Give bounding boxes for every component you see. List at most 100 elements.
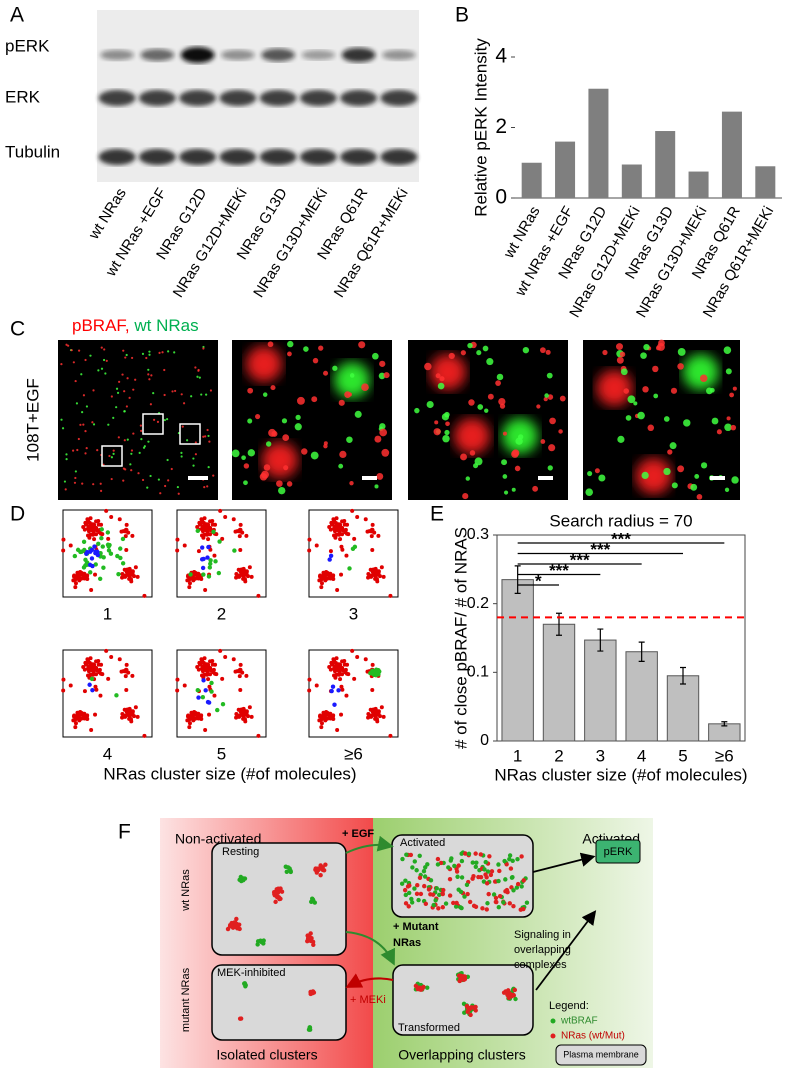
spot	[730, 424, 737, 431]
spot	[65, 343, 68, 346]
close-dot	[89, 547, 95, 553]
nras-dot	[85, 716, 90, 721]
spot	[372, 352, 379, 360]
spot	[594, 468, 600, 474]
cluster-blob	[635, 458, 672, 494]
panel-label: F	[118, 821, 131, 844]
braf-dot	[215, 707, 220, 713]
nras-dot	[84, 662, 89, 667]
nras-dot	[104, 508, 109, 513]
nras-dot	[463, 851, 468, 856]
spot	[138, 451, 141, 454]
nras-dot	[187, 725, 192, 730]
spot	[546, 372, 553, 379]
spot	[495, 380, 501, 387]
nras-dot	[478, 852, 484, 857]
nras-dot	[130, 709, 135, 714]
nras-dot	[91, 531, 96, 536]
braf-dot	[116, 571, 121, 577]
spot	[147, 440, 150, 443]
nras-dot	[133, 705, 138, 710]
nras-dot	[373, 716, 378, 721]
braf-dot	[446, 865, 451, 870]
spot	[134, 378, 137, 381]
braf-dot	[242, 981, 248, 986]
nras-dot	[511, 904, 516, 909]
nras-dot	[85, 576, 90, 581]
braf-dot	[209, 689, 214, 694]
nras-dot	[214, 532, 219, 537]
nras-dot	[376, 533, 381, 538]
nras-dot	[333, 535, 338, 540]
nras-dot	[211, 667, 216, 672]
nras-dot	[203, 587, 208, 592]
nras-dot	[218, 508, 223, 513]
braf-dot	[115, 553, 120, 559]
spot	[130, 469, 133, 472]
braf-dot	[84, 560, 90, 565]
spot	[82, 394, 86, 397]
inset-box	[142, 413, 164, 435]
nras-dot	[95, 527, 100, 532]
box-label: Resting	[222, 846, 259, 858]
spot	[167, 479, 170, 482]
nras-dot	[307, 677, 312, 682]
nras-dot	[130, 533, 135, 538]
spot	[503, 490, 509, 495]
nras-dot	[320, 865, 325, 870]
spot	[263, 464, 271, 471]
nras-dot	[370, 662, 375, 667]
nras-dot	[350, 508, 355, 513]
braf-dot	[211, 529, 216, 535]
nras-dot	[92, 522, 97, 527]
nras-dot	[376, 709, 381, 714]
legend-dot	[550, 1018, 556, 1024]
nras-dot	[435, 856, 441, 862]
braf-dot	[473, 864, 478, 869]
spot	[486, 358, 494, 366]
nras-dot	[317, 718, 322, 723]
spot	[323, 441, 328, 446]
close-dot	[329, 688, 334, 694]
spot	[460, 453, 467, 461]
spot	[617, 435, 625, 443]
box-label: Activated	[400, 837, 445, 849]
spot	[97, 369, 100, 372]
spot	[148, 378, 151, 381]
nras-dot	[199, 576, 204, 581]
braf-dot	[399, 881, 405, 886]
braf-dot	[79, 549, 84, 554]
nras-dot	[214, 672, 219, 677]
nras-dot	[493, 895, 499, 901]
spot	[200, 393, 203, 396]
output-label: pERK	[604, 846, 633, 858]
spot	[501, 459, 508, 466]
nras-dot	[319, 725, 324, 730]
nras-dot	[346, 532, 351, 537]
nras-dot	[256, 733, 261, 738]
nras-dot	[90, 528, 95, 533]
spot	[92, 483, 95, 486]
nras-dot	[206, 677, 211, 682]
nras-dot	[371, 567, 376, 572]
spot	[177, 492, 180, 495]
spot	[294, 423, 302, 431]
nras-dot	[124, 547, 129, 552]
spot	[543, 397, 548, 402]
spot	[206, 485, 209, 488]
spot	[448, 352, 455, 360]
nras-dot	[212, 553, 217, 558]
nras-dot	[512, 987, 518, 993]
spot	[465, 476, 470, 481]
braf-dot	[195, 688, 200, 693]
nras-dot	[249, 714, 254, 719]
spot	[163, 368, 166, 372]
nras-dot	[198, 662, 203, 667]
nras-dot	[201, 535, 206, 540]
spot	[148, 350, 151, 353]
spot	[65, 453, 68, 456]
nras-dot	[95, 667, 100, 672]
nras-dot	[223, 655, 228, 660]
nras-dot	[461, 974, 466, 979]
nras-dot	[213, 662, 218, 667]
